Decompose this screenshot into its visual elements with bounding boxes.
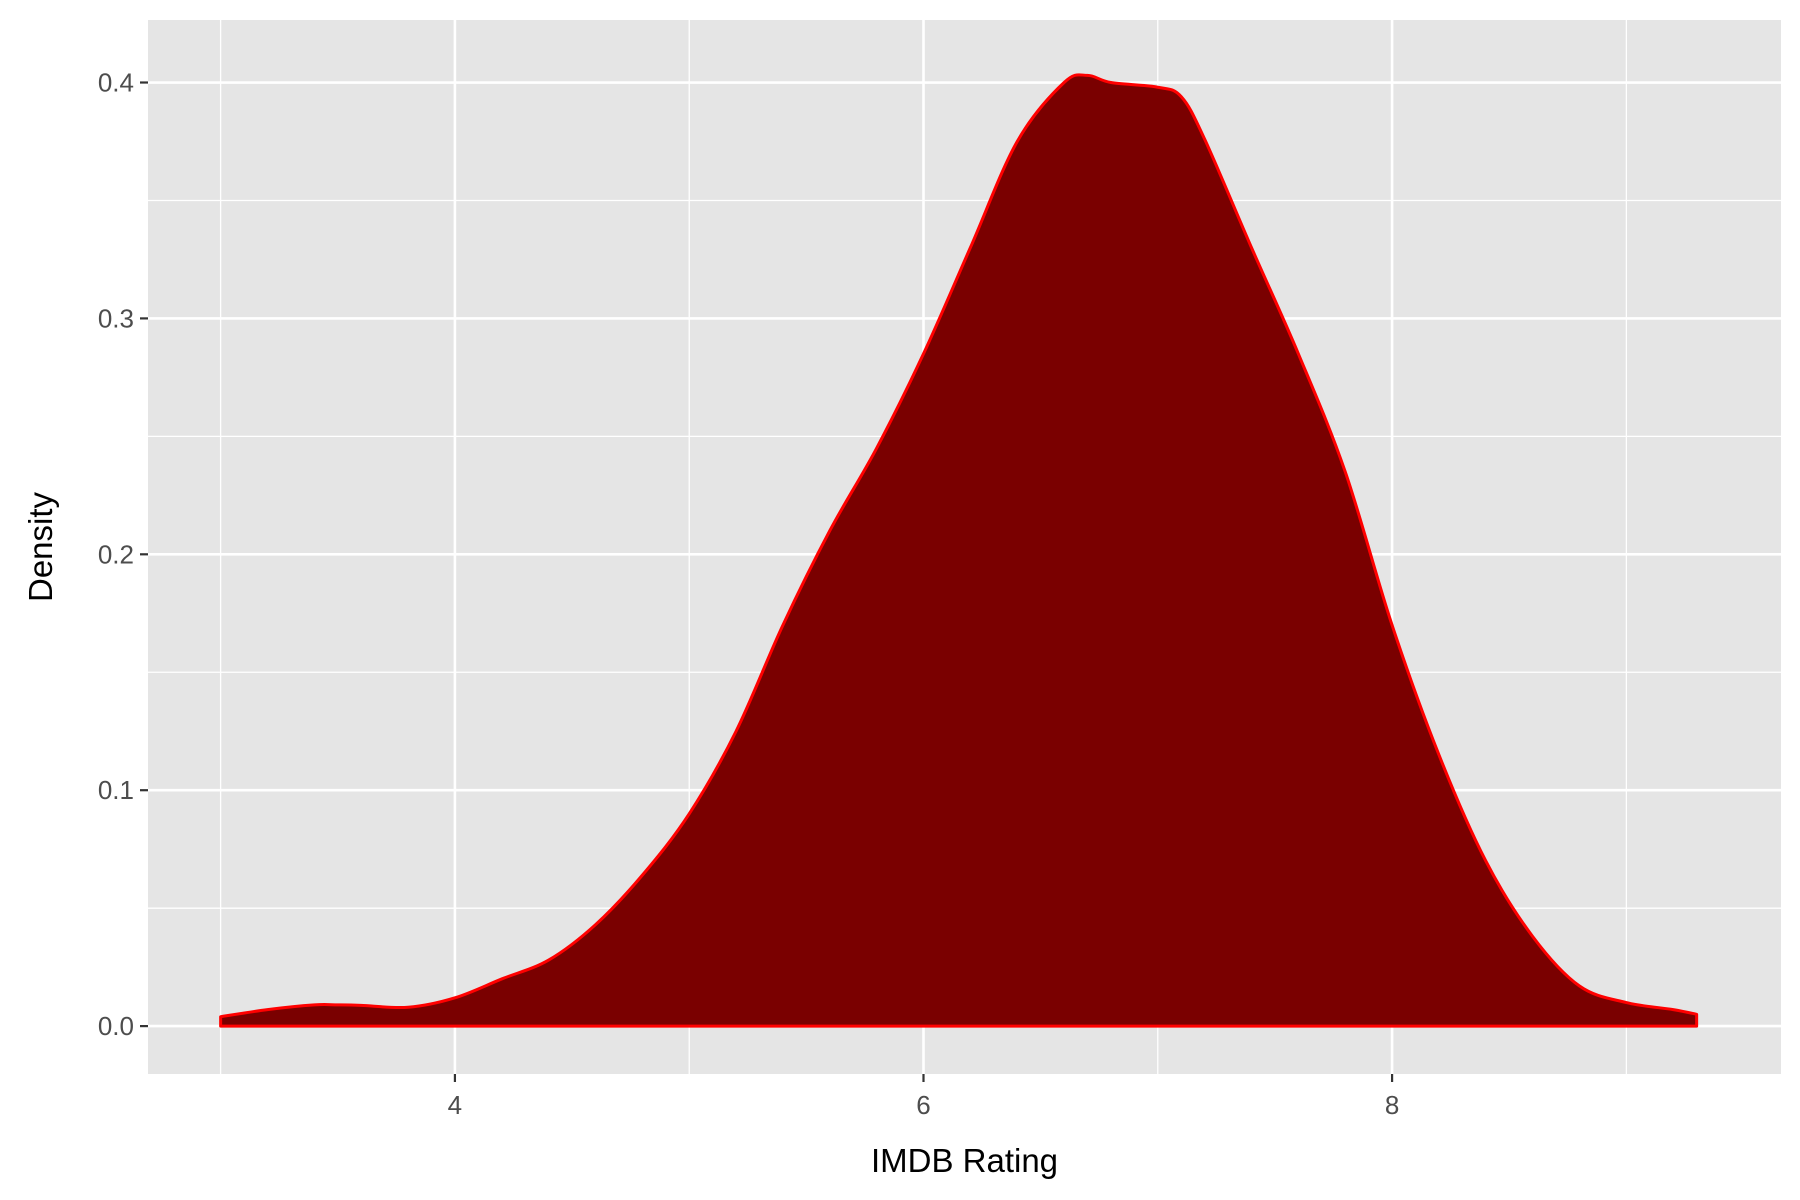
x-axis-tick-labels: 4 6 8 — [448, 1090, 1400, 1120]
axis-ticks — [140, 81, 1394, 1082]
y-axis-title: Density — [22, 491, 59, 602]
y-tick-label: 0.0 — [98, 1011, 134, 1041]
y-tick-label: 0.2 — [98, 539, 134, 569]
x-tick-label: 4 — [448, 1090, 462, 1120]
y-tick-label: 0.1 — [98, 775, 134, 805]
density-area — [219, 73, 1699, 1028]
y-axis-tick-labels: 0.0 0.1 0.2 0.3 0.4 — [98, 68, 134, 1042]
y-tick-label: 0.3 — [98, 303, 134, 333]
x-axis-title: IMDB Rating — [871, 1142, 1058, 1179]
x-tick-label: 6 — [916, 1090, 930, 1120]
y-tick-label: 0.4 — [98, 68, 134, 98]
x-tick-label: 8 — [1385, 1090, 1399, 1120]
